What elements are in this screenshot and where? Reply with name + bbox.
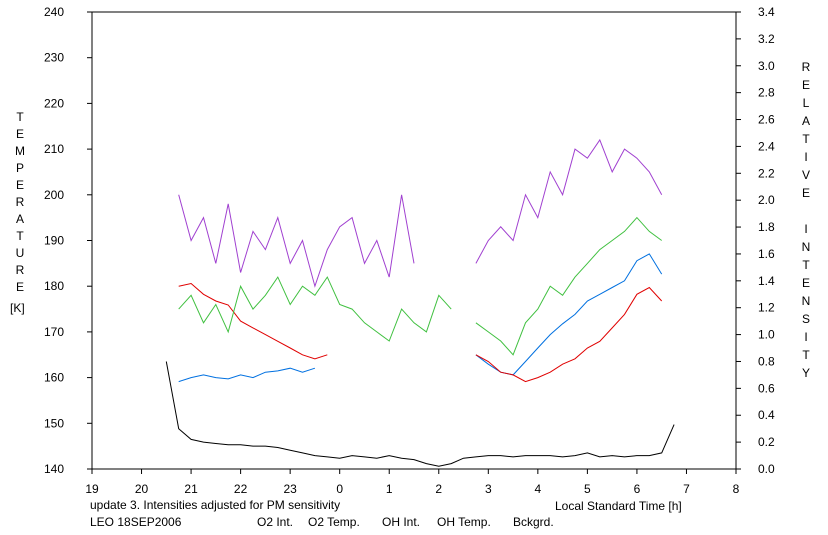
legend-entry: OH Int.: [382, 515, 420, 529]
y2-tick-label: 3.4: [758, 5, 775, 19]
y2-tick-label: 1.2: [758, 301, 775, 315]
legend-entry: O2 Temp.: [308, 515, 360, 529]
x-tick-label: 0: [336, 482, 343, 496]
y2-tick-label: 2.4: [758, 139, 775, 153]
y-tick-label: 200: [44, 188, 64, 202]
x-tick-label: 7: [683, 482, 690, 496]
y-tick-label: 160: [44, 371, 64, 385]
y2-tick-label: 2.6: [758, 113, 775, 127]
y2-tick-label: 2.0: [758, 193, 775, 207]
series-line: [178, 253, 663, 383]
y-tick-label: 140: [44, 462, 64, 476]
y2-tick-label: 0.0: [758, 462, 775, 476]
series-line: [178, 282, 663, 383]
series-line: [178, 138, 663, 288]
y-axis-label: TEMPERATURE: [13, 110, 27, 297]
x-tick-label: 8: [733, 482, 740, 496]
plot-frame: [91, 11, 737, 470]
x-tick-label: 1: [386, 482, 393, 496]
y-axis-unit: [K]: [10, 301, 25, 315]
x-tick-label: 2: [435, 482, 442, 496]
x-axis-label: Local Standard Time [h]: [555, 499, 682, 513]
x-tick-label: 5: [584, 482, 591, 496]
x-tick-label: 23: [283, 482, 297, 496]
y2-tick-label: 1.4: [758, 274, 775, 288]
x-tick-label: 6: [634, 482, 641, 496]
x-tick-label: 20: [135, 482, 149, 496]
x-tick-label: 19: [85, 482, 99, 496]
y-tick-label: 170: [44, 325, 64, 339]
y2-tick-label: 0.2: [758, 435, 775, 449]
annotation: LEO 18SEP2006: [90, 515, 182, 529]
series-line: [178, 216, 662, 356]
y2-tick-label: 1.8: [758, 220, 775, 234]
legend-entry: Bckgrd.: [513, 515, 554, 529]
y2-tick-label: 1.0: [758, 328, 775, 342]
y-tick-label: 220: [44, 96, 64, 110]
y2-axis-label: RELATIVE INTENSITY: [799, 60, 813, 384]
y2-tick-label: 2.2: [758, 166, 775, 180]
y-tick-label: 230: [44, 51, 64, 65]
x-tick-label: 4: [535, 482, 542, 496]
x-tick-label: 21: [184, 482, 198, 496]
y2-tick-label: 3.0: [758, 59, 775, 73]
y-tick-label: 210: [44, 142, 64, 156]
y2-tick-label: 0.6: [758, 381, 775, 395]
x-tick-label: 22: [234, 482, 248, 496]
y-tick-label: 190: [44, 234, 64, 248]
series-line: [165, 361, 675, 467]
y2-tick-label: 3.2: [758, 32, 775, 46]
annotation: update 3. Intensities adjusted for PM se…: [90, 498, 340, 512]
y2-tick-label: 1.6: [758, 247, 775, 261]
legend-entry: OH Temp.: [437, 515, 491, 529]
y-tick-label: 180: [44, 279, 64, 293]
y-tick-label: 150: [44, 416, 64, 430]
y-tick-label: 240: [44, 5, 64, 19]
legend-entry: O2 Int.: [257, 515, 293, 529]
y2-tick-label: 0.4: [758, 408, 775, 422]
x-tick-label: 3: [485, 482, 492, 496]
y2-tick-label: 0.8: [758, 354, 775, 368]
y2-tick-label: 2.8: [758, 86, 775, 100]
